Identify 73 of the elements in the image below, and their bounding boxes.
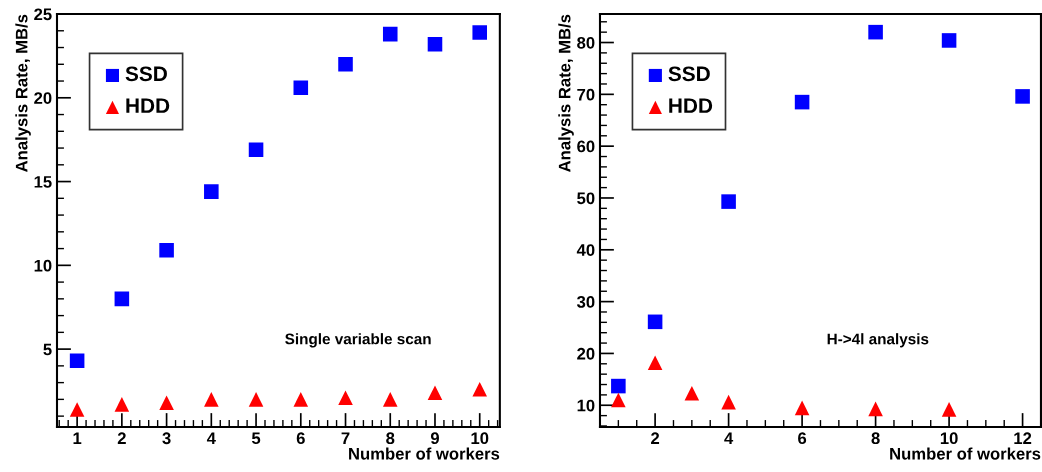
legend-label: HDD (126, 98, 170, 113)
point (1015, 89, 1030, 104)
point (941, 402, 957, 417)
y-tick-label: 40 (576, 244, 595, 256)
point (794, 400, 810, 416)
point (382, 26, 398, 42)
x-tick-label: 3 (162, 432, 171, 445)
point (114, 291, 130, 307)
point (204, 392, 219, 407)
point (472, 382, 487, 397)
point (721, 194, 736, 209)
point (114, 397, 130, 412)
x-axis-title: Number of workers (890, 447, 1041, 460)
point (611, 378, 626, 394)
point (248, 392, 264, 407)
y-tick-label: 50 (577, 192, 595, 205)
point (794, 94, 810, 110)
point (427, 36, 443, 52)
x-tick-label: 2 (651, 432, 660, 444)
y-tick-label: 10 (34, 259, 52, 272)
point (338, 390, 353, 405)
y-axis-title: Analysis Rate, MB/s (558, 14, 574, 172)
point (293, 392, 309, 407)
legend-label: SSD (668, 66, 710, 82)
annotation: H->4l analysis (827, 333, 929, 348)
x-tick-label: 8 (386, 432, 395, 445)
point (382, 392, 398, 407)
x-tick-label: 8 (871, 432, 880, 445)
point (69, 353, 85, 369)
x-tick-label: 9 (430, 432, 439, 445)
x-tick-label: 1 (73, 432, 82, 444)
point (159, 242, 174, 258)
point (647, 355, 663, 371)
x-tick-label: 2 (117, 432, 126, 444)
legend-label: SSD (125, 66, 167, 82)
point (647, 314, 663, 330)
x-axis-title: Number of workers (349, 447, 500, 460)
point (611, 392, 626, 408)
y-tick-label: 10 (577, 399, 595, 412)
point (941, 33, 957, 48)
x-tick-label: 6 (798, 432, 807, 445)
y-tick-label: 70 (577, 88, 595, 101)
point (248, 142, 264, 158)
point (338, 57, 353, 72)
x-tick-label: 4 (206, 432, 216, 444)
y-tick-label: 60 (577, 140, 595, 153)
x-tick-label: 6 (296, 432, 305, 445)
legend-label: HDD (669, 98, 713, 113)
y-tick-label: 25 (34, 8, 52, 21)
y-tick-label: 15 (34, 176, 52, 188)
x-tick-label: 12 (1014, 432, 1032, 444)
point (684, 386, 700, 401)
y-tick-label: 30 (576, 296, 595, 308)
point (69, 402, 85, 417)
y-tick-label: 20 (577, 347, 595, 360)
y-tick-label: 20 (34, 92, 52, 104)
x-tick-label: 5 (251, 432, 261, 445)
point (204, 184, 219, 199)
annotation: Single variable scan (285, 333, 431, 348)
x-tick-label: 10 (471, 432, 489, 445)
y-axis-title: Analysis Rate, MB/s (15, 14, 31, 172)
point (472, 25, 487, 40)
x-tick-label: 7 (341, 432, 350, 444)
point (427, 385, 443, 400)
point (159, 395, 174, 411)
y-tick-label: 5 (43, 343, 52, 356)
x-tick-label: 4 (724, 432, 734, 444)
point (868, 24, 883, 40)
y-tick-label: 80 (577, 36, 595, 49)
point (721, 394, 736, 410)
point (293, 80, 309, 96)
x-tick-label: 10 (940, 432, 958, 445)
point (868, 401, 883, 417)
